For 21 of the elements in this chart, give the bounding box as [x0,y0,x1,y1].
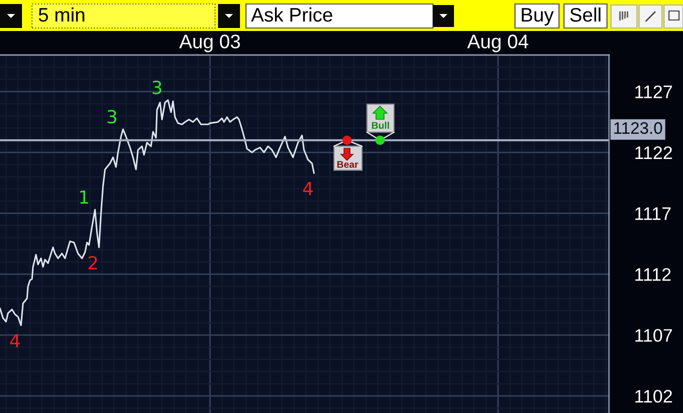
text: Sell [570,7,600,22]
y-tick-label: 1122 [635,146,672,159]
text: Ask Price [251,7,332,22]
y-tick-label: 1117 [635,207,671,220]
ref-line-label: 1123.0 [614,122,662,134]
y-tick-label: 1102 [635,390,672,403]
annotation: Bull [372,122,389,129]
annotation: Bear [337,161,358,168]
annotation: 3 [152,80,162,94]
annotation: 4 [303,182,313,196]
annotation: 2 [88,256,97,270]
annotation: 1 [80,190,88,204]
text: Buy [522,8,554,26]
x-tick-label: Aug 04 [467,34,528,52]
annotation: 4 [10,334,20,348]
y-tick-label: 1127 [635,85,672,98]
y-tick-label: 1107 [635,329,672,342]
annotation: 3 [108,110,116,124]
y-tick-label: 1112 [635,268,671,281]
x-tick-label: Aug 03 [179,34,240,52]
text: 5 min [38,7,84,22]
